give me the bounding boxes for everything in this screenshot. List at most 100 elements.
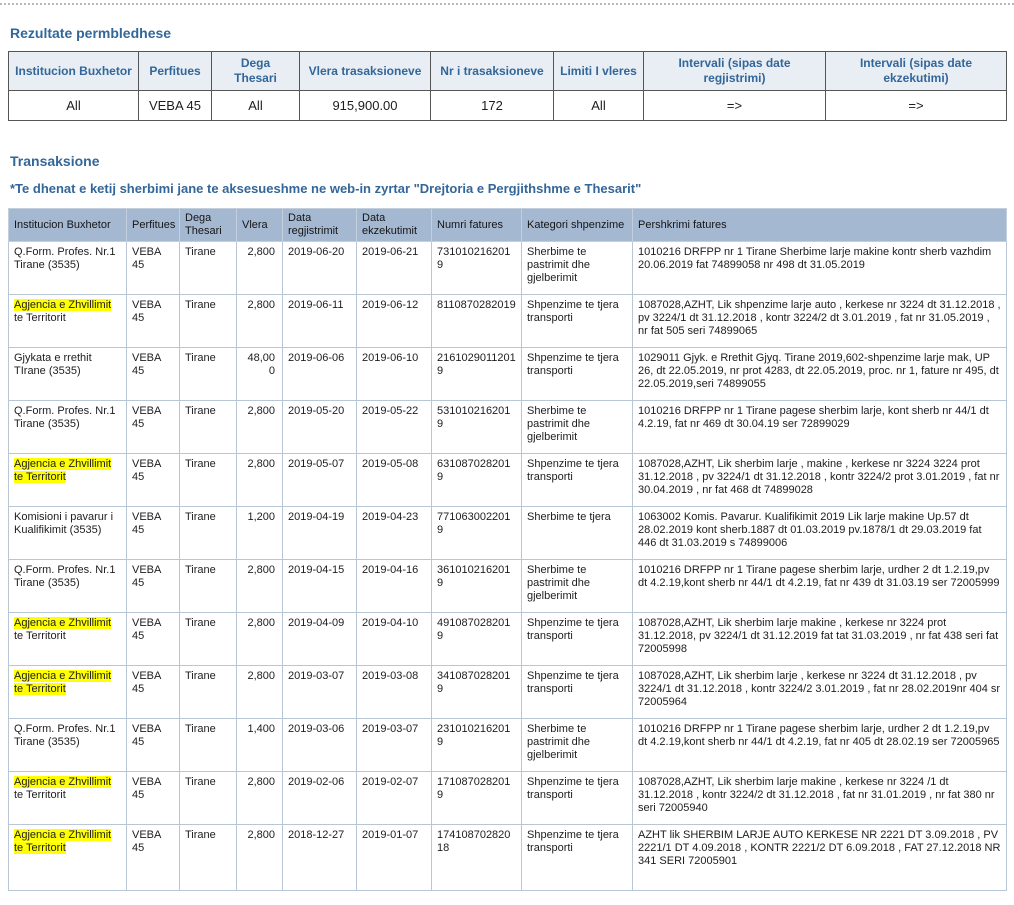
cell-perfitues: VEBA 45: [126, 665, 180, 719]
cell-data-regjistrimit: 2019-03-06: [282, 718, 357, 772]
cell-perfitues: VEBA 45: [126, 824, 180, 891]
summary-header-row: Institucion Buxhetor Perfitues Dega Thesar…: [8, 51, 1007, 91]
summary-col-header: Institucion Buxhetor: [8, 51, 139, 91]
summary-value: 172: [430, 90, 554, 121]
institution-text: te Territorit: [14, 312, 66, 324]
summary-value: All: [553, 90, 644, 121]
institution-text: Q.Form. Profes. Nr.1 Tirane (3535): [14, 564, 116, 589]
transaction-row: Agjencia e Zhvillimit te Territorit VEBA …: [8, 665, 1007, 719]
transaction-row: Komisioni i pavarur i Kualifikimit (3535…: [8, 506, 1007, 560]
summary-table: Institucion Buxhetor Perfitues Dega Thesar…: [8, 51, 1007, 121]
cell-numri-fatures: 17410870282018: [431, 824, 522, 891]
cell-perfitues: VEBA 45: [126, 347, 180, 401]
summary-col-header: Vlera trasaksioneve: [299, 51, 431, 91]
summary-col-header: Limiti I vleres: [553, 51, 644, 91]
cell-institucion: Agjencia e Zhvillimit te Territorit: [8, 771, 127, 825]
cell-vlera: 1,400: [236, 718, 283, 772]
summary-col-header: Dega Thesari: [211, 51, 300, 91]
page-container: Rezultate permbledhese Institucion Buxhe…: [0, 25, 1014, 905]
col-header-vlera: Vlera: [236, 208, 283, 242]
col-header-pershkrimi-fatures: Pershkrimi fatures: [632, 208, 1007, 242]
cell-dega: Tirane: [179, 771, 237, 825]
cell-kategori: Shpenzime te tjera transporti: [521, 294, 633, 348]
cell-data-regjistrimit: 2019-04-09: [282, 612, 357, 666]
cell-data-ekzekutimit: 2019-06-10: [356, 347, 432, 401]
cell-perfitues: VEBA 45: [126, 559, 180, 613]
summary-value-row: All VEBA 45 All 915,900.00 172 All => =>: [8, 90, 1007, 121]
cell-perfitues: VEBA 45: [126, 771, 180, 825]
cell-dega: Tirane: [179, 400, 237, 454]
cell-data-ekzekutimit: 2019-01-07: [356, 824, 432, 891]
col-header-kategori-shpenzime: Kategori shpenzime: [521, 208, 633, 242]
summary-col-header: Intervali (sipas date regjistrimi): [643, 51, 826, 91]
institution-text: Gjykata e rrethit TIrane (3535): [14, 352, 92, 377]
cell-numri-fatures: 3410870282019: [431, 665, 522, 719]
cell-numri-fatures: 2310102162019: [431, 718, 522, 772]
cell-kategori: Shpenzime te tjera transporti: [521, 824, 633, 891]
search-highlight: Agjencia e Zhvillimit te Territorit: [14, 670, 112, 695]
cell-pershkrimi: 1087028,AZHT, Lik sherbim larje makine ,…: [632, 771, 1007, 825]
cell-kategori: Sherbime te pastrimit dhe gjelberimit: [521, 400, 633, 454]
cell-data-ekzekutimit: 2019-02-07: [356, 771, 432, 825]
cell-institucion: Q.Form. Profes. Nr.1 Tirane (3535): [8, 559, 127, 613]
cell-perfitues: VEBA 45: [126, 506, 180, 560]
cell-institucion: Komisioni i pavarur i Kualifikimit (3535…: [8, 506, 127, 560]
cell-pershkrimi: 1087028,AZHT, Lik shpenzime larje auto ,…: [632, 294, 1007, 348]
cell-vlera: 2,800: [236, 665, 283, 719]
institution-text: Q.Form. Profes. Nr.1 Tirane (3535): [14, 723, 116, 748]
cell-institucion: Agjencia e Zhvillimit te Territorit: [8, 824, 127, 891]
transaction-row: Q.Form. Profes. Nr.1 Tirane (3535) VEBA 4…: [8, 241, 1007, 295]
transaction-row: Agjencia e Zhvillimit te Territorit VEBA …: [8, 771, 1007, 825]
cell-kategori: Sherbime te pastrimit dhe gjelberimit: [521, 559, 633, 613]
summary-col-header: Perfitues: [138, 51, 212, 91]
top-dotted-divider: [0, 3, 1014, 5]
transaction-row: Gjykata e rrethit TIrane (3535) VEBA 45 Ti…: [8, 347, 1007, 401]
cell-numri-fatures: 4910870282019: [431, 612, 522, 666]
cell-numri-fatures: 5310102162019: [431, 400, 522, 454]
cell-institucion: Agjencia e Zhvillimit te Territorit: [8, 612, 127, 666]
cell-data-regjistrimit: 2019-05-07: [282, 453, 357, 507]
cell-data-regjistrimit: 2019-06-11: [282, 294, 357, 348]
institution-text: Q.Form. Profes. Nr.1 Tirane (3535): [14, 405, 116, 430]
institution-text: te Territorit: [14, 630, 66, 642]
cell-kategori: Shpenzime te tjera transporti: [521, 771, 633, 825]
cell-vlera: 2,800: [236, 453, 283, 507]
summary-col-header: Intervali (sipas date ekzekutimi): [825, 51, 1007, 91]
col-header-data-ekzekutimit: Data ekzekutimit: [356, 208, 432, 242]
col-header-perfitues: Perfitues: [126, 208, 180, 242]
cell-perfitues: VEBA 45: [126, 612, 180, 666]
cell-perfitues: VEBA 45: [126, 453, 180, 507]
institution-text: Komisioni i pavarur i Kualifikimit (3535…: [14, 511, 114, 536]
cell-data-ekzekutimit: 2019-05-08: [356, 453, 432, 507]
search-highlight: Agjencia e Zhvillimit: [14, 617, 112, 629]
cell-data-regjistrimit: 2019-04-19: [282, 506, 357, 560]
cell-kategori: Shpenzime te tjera transporti: [521, 453, 633, 507]
cell-vlera: 2,800: [236, 771, 283, 825]
cell-pershkrimi: 1087028,AZHT, Lik sherbim larje makine ,…: [632, 612, 1007, 666]
cell-dega: Tirane: [179, 453, 237, 507]
cell-numri-fatures: 1710870282019: [431, 771, 522, 825]
summary-col-header: Nr i trasaksioneve: [430, 51, 554, 91]
transactions-body: Q.Form. Profes. Nr.1 Tirane (3535) VEBA 4…: [8, 241, 1007, 891]
summary-title: Rezultate permbledhese: [10, 25, 172, 41]
cell-numri-fatures: 8110870282019: [431, 294, 522, 348]
cell-kategori: Sherbime te tjera: [521, 506, 633, 560]
transaction-row: Agjencia e Zhvillimit te Territorit VEBA …: [8, 294, 1007, 348]
cell-numri-fatures: 7310102162019: [431, 241, 522, 295]
cell-pershkrimi: 1010216 DRFPP nr 1 Tirane pagese sherbim…: [632, 400, 1007, 454]
cell-numri-fatures: 21610290112019: [431, 347, 522, 401]
cell-pershkrimi: 1063002 Komis. Pavarur. Kualifikimit 201…: [632, 506, 1007, 560]
col-header-institucion: Institucion Buxhetor: [8, 208, 127, 242]
cell-kategori: Shpenzime te tjera transporti: [521, 665, 633, 719]
cell-perfitues: VEBA 45: [126, 400, 180, 454]
cell-vlera: 2,800: [236, 294, 283, 348]
cell-data-ekzekutimit: 2019-04-10: [356, 612, 432, 666]
cell-pershkrimi: 1010216 DRFPP nr 1 Tirane pagese sherbim…: [632, 559, 1007, 613]
summary-value: =>: [643, 90, 826, 121]
cell-pershkrimi: 1087028,AZHT, Lik sherbim larje , makine…: [632, 453, 1007, 507]
transaction-row: Agjencia e Zhvillimit te Territorit VEBA …: [8, 824, 1007, 891]
summary-value: 915,900.00: [299, 90, 431, 121]
cell-dega: Tirane: [179, 612, 237, 666]
col-header-numri-fatures: Numri fatures: [431, 208, 522, 242]
transactions-table: Institucion Buxhetor Perfitues Dega Thesar…: [8, 208, 1007, 891]
